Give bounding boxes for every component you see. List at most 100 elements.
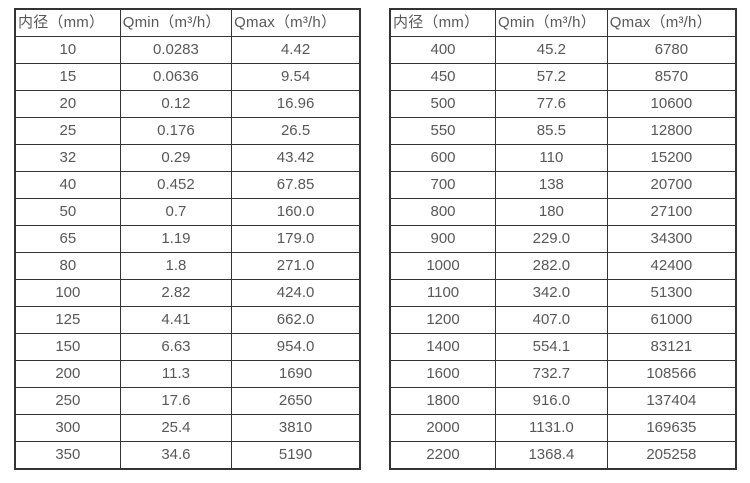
cell: 6.63 xyxy=(119,333,233,361)
cell: 61000 xyxy=(606,306,737,334)
cell: 1600 xyxy=(389,360,497,388)
cell: 11.3 xyxy=(119,360,233,388)
cell: 916.0 xyxy=(495,387,608,415)
cell: 407.0 xyxy=(495,306,608,334)
cell: 1.19 xyxy=(119,225,233,253)
cell: 424.0 xyxy=(231,279,361,307)
cell: 138 xyxy=(495,171,608,199)
cell: 2.82 xyxy=(119,279,233,307)
cell: 27100 xyxy=(606,198,737,226)
cell: 10600 xyxy=(606,90,737,118)
header-cell: 内径（mm） xyxy=(14,8,121,37)
cell: 800 xyxy=(389,198,497,226)
table-row: 1600 732.7 108566 xyxy=(389,360,737,388)
cell: 8570 xyxy=(606,63,737,91)
cell: 15 xyxy=(14,63,121,91)
table-row: 400 45.2 6780 xyxy=(389,36,737,64)
table-row: 2000 1131.0 169635 xyxy=(389,414,737,442)
cell: 4.41 xyxy=(119,306,233,334)
cell: 5190 xyxy=(231,441,361,470)
cell: 9.54 xyxy=(231,63,361,91)
cell: 77.6 xyxy=(495,90,608,118)
table-row: 600 110 15200 xyxy=(389,144,737,172)
header-cell: Qmin（m³/h） xyxy=(495,8,608,37)
cell: 17.6 xyxy=(119,387,233,415)
table-row: 250 17.6 2650 xyxy=(14,387,361,415)
cell: 160.0 xyxy=(231,198,361,226)
cell: 108566 xyxy=(606,360,737,388)
cell: 65 xyxy=(14,225,121,253)
cell: 0.12 xyxy=(119,90,233,118)
cell: 400 xyxy=(389,36,497,64)
table-row: 1100 342.0 51300 xyxy=(389,279,737,307)
cell: 67.85 xyxy=(231,171,361,199)
table-row: 150 6.63 954.0 xyxy=(14,333,361,361)
table-row: 50 0.7 160.0 xyxy=(14,198,361,226)
cell: 100 xyxy=(14,279,121,307)
table-row: 40 0.452 67.85 xyxy=(14,171,361,199)
cell: 34.6 xyxy=(119,441,233,470)
table-row: 450 57.2 8570 xyxy=(389,63,737,91)
cell: 0.452 xyxy=(119,171,233,199)
cell: 1000 xyxy=(389,252,497,280)
cell: 954.0 xyxy=(231,333,361,361)
table-row: 550 85.5 12800 xyxy=(389,117,737,145)
header-row: 内径（mm） Qmin（m³/h） Qmax（m³/h） xyxy=(14,8,361,37)
cell: 83121 xyxy=(606,333,737,361)
flow-rate-table-small-diameters: 内径（mm） Qmin（m³/h） Qmax（m³/h） 10 0.0283 4.42 1… xyxy=(14,8,361,470)
cell: 500 xyxy=(389,90,497,118)
cell: 4.42 xyxy=(231,36,361,64)
cell: 0.0283 xyxy=(119,36,233,64)
table-row: 1200 407.0 61000 xyxy=(389,306,737,334)
cell: 20700 xyxy=(606,171,737,199)
cell: 179.0 xyxy=(231,225,361,253)
cell: 1100 xyxy=(389,279,497,307)
table-row: 700 138 20700 xyxy=(389,171,737,199)
cell: 550 xyxy=(389,117,497,145)
cell: 110 xyxy=(495,144,608,172)
table-row: 25 0.176 26.5 xyxy=(14,117,361,145)
table-row: 65 1.19 179.0 xyxy=(14,225,361,253)
cell: 51300 xyxy=(606,279,737,307)
cell: 282.0 xyxy=(495,252,608,280)
cell: 900 xyxy=(389,225,497,253)
cell: 25.4 xyxy=(119,414,233,442)
cell: 20 xyxy=(14,90,121,118)
cell: 1.8 xyxy=(119,252,233,280)
cell: 0.7 xyxy=(119,198,233,226)
cell: 1131.0 xyxy=(495,414,608,442)
cell: 40 xyxy=(14,171,121,199)
cell: 85.5 xyxy=(495,117,608,145)
cell: 200 xyxy=(14,360,121,388)
table-row: 32 0.29 43.42 xyxy=(14,144,361,172)
cell: 205258 xyxy=(606,441,737,470)
table-row: 300 25.4 3810 xyxy=(14,414,361,442)
header-row: 内径（mm） Qmin（m³/h） Qmax（m³/h） xyxy=(389,8,737,37)
cell: 34300 xyxy=(606,225,737,253)
cell: 1368.4 xyxy=(495,441,608,470)
flow-rate-table-large-diameters: 内径（mm） Qmin（m³/h） Qmax（m³/h） 400 45.2 6780 45… xyxy=(389,8,737,470)
table-row: 125 4.41 662.0 xyxy=(14,306,361,334)
cell: 600 xyxy=(389,144,497,172)
cell: 169635 xyxy=(606,414,737,442)
table-row: 15 0.0636 9.54 xyxy=(14,63,361,91)
cell: 554.1 xyxy=(495,333,608,361)
cell: 1200 xyxy=(389,306,497,334)
cell: 250 xyxy=(14,387,121,415)
table-row: 10 0.0283 4.42 xyxy=(14,36,361,64)
cell: 271.0 xyxy=(231,252,361,280)
table-row: 2200 1368.4 205258 xyxy=(389,441,737,470)
cell: 180 xyxy=(495,198,608,226)
cell: 57.2 xyxy=(495,63,608,91)
header-cell: Qmin（m³/h） xyxy=(119,8,233,37)
cell: 15200 xyxy=(606,144,737,172)
cell: 342.0 xyxy=(495,279,608,307)
cell: 300 xyxy=(14,414,121,442)
cell: 137404 xyxy=(606,387,737,415)
cell: 0.29 xyxy=(119,144,233,172)
table-row: 20 0.12 16.96 xyxy=(14,90,361,118)
table-row: 1800 916.0 137404 xyxy=(389,387,737,415)
cell: 26.5 xyxy=(231,117,361,145)
cell: 2200 xyxy=(389,441,497,470)
